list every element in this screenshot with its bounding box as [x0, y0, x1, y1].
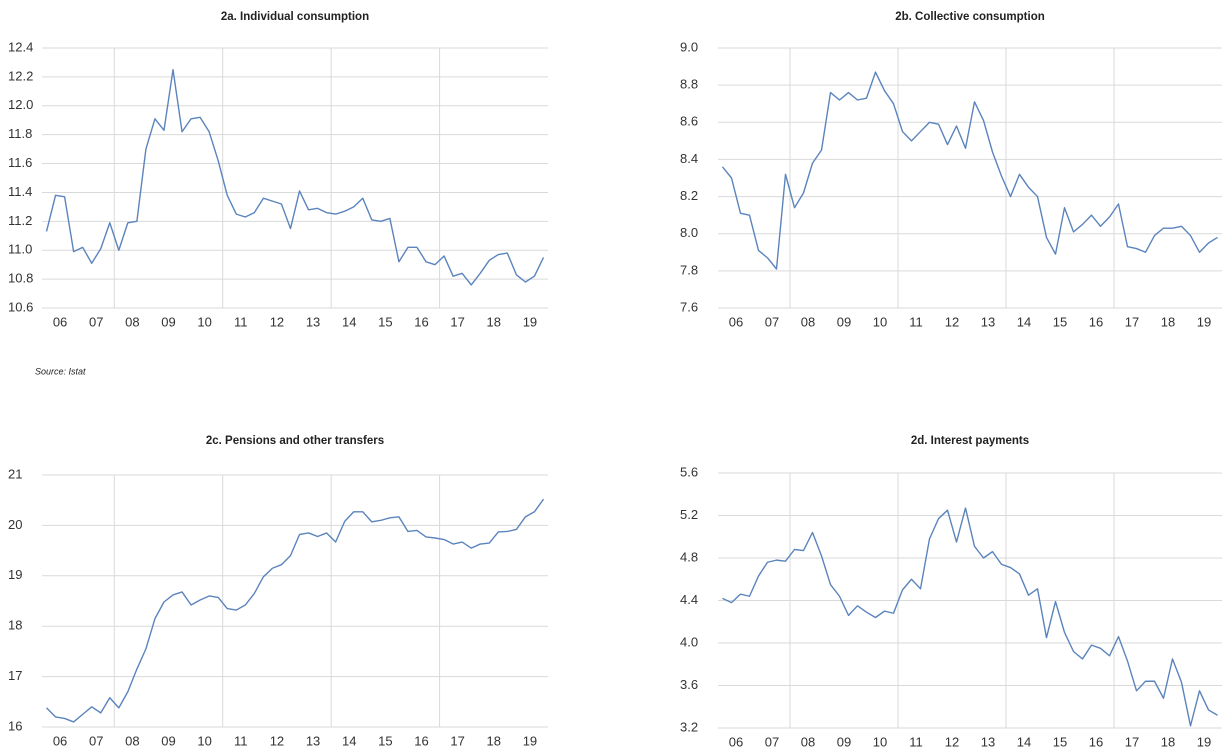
- y-tick-label: 12.2: [8, 68, 33, 83]
- y-tick-label: 11.0: [8, 242, 32, 257]
- x-tick-label: 08: [125, 314, 139, 329]
- y-tick-label: 8.2: [680, 188, 698, 203]
- x-tick-label: 16: [1089, 314, 1103, 329]
- x-tick-label: 18: [1161, 314, 1175, 329]
- x-tick-label: 11: [234, 733, 248, 748]
- chart-title: 2a. Individual consumption: [221, 11, 369, 23]
- y-tick-label: 5.2: [680, 507, 698, 522]
- x-tick-label: 06: [53, 314, 67, 329]
- y-tick-label: 7.8: [680, 262, 698, 277]
- x-tick-label: 13: [306, 314, 320, 329]
- x-tick-label: 06: [53, 733, 67, 748]
- x-tick-label: 11: [909, 314, 923, 329]
- x-tick-label: 19: [1197, 314, 1211, 329]
- y-tick-label: 7.6: [680, 299, 698, 314]
- x-tick-label: 18: [1161, 734, 1175, 749]
- series-line: [45, 68, 545, 286]
- x-tick-label: 09: [161, 733, 175, 748]
- x-tick-label: 17: [450, 314, 464, 329]
- x-tick-label: 14: [342, 733, 356, 748]
- x-tick-label: 17: [450, 733, 464, 748]
- x-tick-label: 08: [801, 734, 815, 749]
- y-tick-label: 19: [8, 567, 22, 582]
- chart-title: 2c. Pensions and other transfers: [206, 435, 384, 447]
- y-tick-label: 8.6: [680, 114, 698, 129]
- y-tick-label: 20: [8, 517, 22, 532]
- y-tick-label: 11.6: [8, 155, 32, 170]
- x-tick-label: 14: [342, 314, 356, 329]
- x-tick-label: 11: [234, 314, 248, 329]
- x-tick-label: 09: [837, 314, 851, 329]
- x-tick-label: 06: [729, 314, 743, 329]
- chart-title: 2d. Interest payments: [911, 435, 1029, 447]
- x-tick-label: 18: [487, 314, 501, 329]
- x-tick-label: 13: [306, 733, 320, 748]
- x-tick-label: 15: [378, 314, 392, 329]
- y-tick-label: 12.4: [8, 39, 33, 54]
- x-tick-label: 15: [1053, 314, 1067, 329]
- y-tick-label: 5.6: [680, 464, 698, 479]
- y-tick-label: 3.2: [680, 719, 698, 734]
- x-tick-label: 08: [801, 314, 815, 329]
- x-tick-label: 10: [197, 733, 211, 748]
- x-tick-label: 19: [523, 733, 537, 748]
- x-tick-label: 16: [414, 733, 428, 748]
- y-tick-label: 11.4: [8, 184, 32, 199]
- series-line: [722, 507, 1218, 727]
- x-tick-label: 14: [1017, 734, 1031, 749]
- x-tick-label: 07: [765, 314, 779, 329]
- x-tick-label: 08: [125, 733, 139, 748]
- x-tick-label: 07: [89, 314, 103, 329]
- y-tick-label: 8.8: [680, 77, 698, 92]
- x-tick-label: 13: [981, 314, 995, 329]
- x-tick-label: 17: [1125, 734, 1139, 749]
- chart-title: 2b. Collective consumption: [895, 11, 1045, 23]
- x-tick-label: 12: [270, 314, 284, 329]
- y-tick-label: 12.0: [8, 97, 33, 112]
- y-tick-label: 11.2: [8, 213, 32, 228]
- y-tick-label: 17: [8, 668, 22, 683]
- y-tick-label: 10.6: [8, 299, 33, 314]
- x-tick-label: 10: [873, 734, 887, 749]
- y-tick-label: 4.8: [680, 549, 698, 564]
- x-tick-label: 15: [1053, 734, 1067, 749]
- x-tick-label: 15: [378, 733, 392, 748]
- x-tick-label: 11: [909, 734, 923, 749]
- x-tick-label: 07: [765, 734, 779, 749]
- y-tick-label: 9.0: [680, 39, 698, 54]
- x-tick-label: 09: [161, 314, 175, 329]
- x-tick-label: 18: [487, 733, 501, 748]
- x-tick-label: 19: [1197, 734, 1211, 749]
- x-tick-label: 12: [270, 733, 284, 748]
- x-tick-label: 17: [1125, 314, 1139, 329]
- series-line: [721, 71, 1218, 270]
- y-tick-label: 11.8: [8, 126, 32, 141]
- x-tick-label: 06: [729, 734, 743, 749]
- y-tick-label: 18: [8, 618, 22, 633]
- x-tick-label: 10: [197, 314, 211, 329]
- y-tick-label: 8.4: [680, 151, 698, 166]
- x-tick-label: 07: [89, 733, 103, 748]
- x-tick-label: 16: [414, 314, 428, 329]
- x-tick-label: 10: [873, 314, 887, 329]
- y-tick-label: 16: [8, 718, 22, 733]
- source-note: Source: Istat: [35, 366, 86, 376]
- x-tick-label: 12: [945, 734, 959, 749]
- series-line: [46, 498, 545, 723]
- y-tick-label: 3.6: [680, 677, 698, 692]
- x-tick-label: 19: [523, 314, 537, 329]
- x-tick-label: 16: [1089, 734, 1103, 749]
- x-tick-label: 14: [1017, 314, 1031, 329]
- y-tick-label: 4.4: [680, 592, 698, 607]
- x-tick-label: 09: [837, 734, 851, 749]
- y-tick-label: 4.0: [680, 634, 698, 649]
- x-tick-label: 12: [945, 314, 959, 329]
- x-tick-label: 13: [981, 734, 995, 749]
- y-tick-label: 8.0: [680, 225, 698, 240]
- y-tick-label: 21: [8, 466, 22, 481]
- y-tick-label: 10.8: [8, 271, 33, 286]
